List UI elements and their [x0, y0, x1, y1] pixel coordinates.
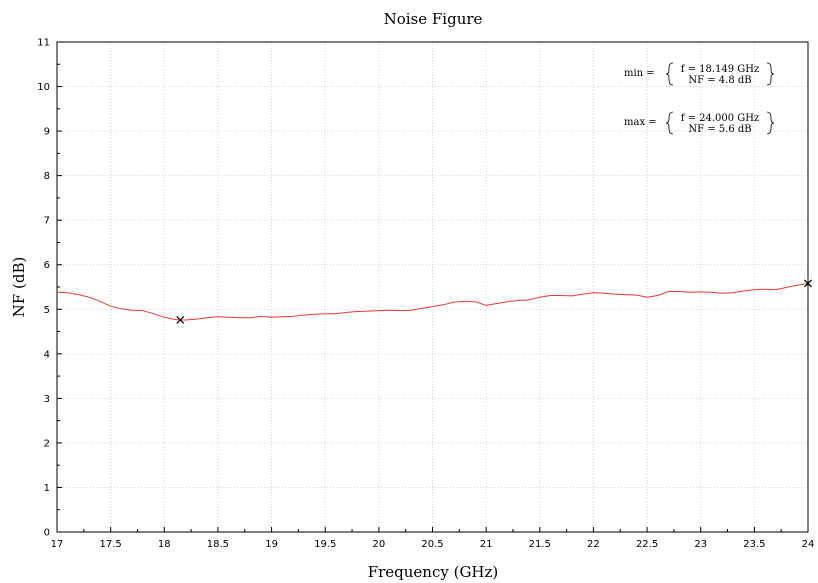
min-marker-stroke-b [176, 316, 185, 324]
y-tick-label: 3 [44, 394, 50, 405]
y-tick-label: 8 [44, 171, 50, 182]
gridlines [57, 42, 808, 532]
min-right-brace [766, 62, 775, 86]
y-tick-label: 9 [44, 127, 50, 138]
axis-ticks [56, 41, 809, 533]
y-tick-labels: 0 1 2 3 4 5 6 7 8 9 10 11 [37, 38, 50, 539]
x-tick-label: 18 [158, 539, 171, 550]
x-tick-label: 19 [265, 539, 278, 550]
x-tick-label: 21 [480, 539, 493, 550]
x-tick-label: 20.5 [421, 539, 443, 550]
x-tick-label: 18.5 [207, 539, 229, 550]
chart-title: Noise Figure [384, 10, 483, 28]
max-left-brace [665, 111, 674, 135]
marker-layer [176, 279, 812, 324]
y-tick-label: 5 [44, 305, 50, 316]
max-annotation-nf: NF = 5.6 dB [688, 124, 751, 135]
x-tick-label: 19.5 [314, 539, 336, 550]
x-tick-label: 22 [587, 539, 600, 550]
y-tick-label: 1 [44, 483, 50, 494]
y-tick-label: 7 [44, 216, 50, 227]
max-annotation-frequency: f = 24.000 GHz [681, 113, 760, 124]
max-annotation-label: max = [624, 117, 657, 128]
max-right-brace [766, 111, 775, 135]
y-axis-title: NF (dB) [10, 257, 28, 318]
min-marker [176, 316, 185, 324]
y-tick-label: 11 [37, 38, 50, 49]
min-left-brace [665, 62, 674, 86]
y-tick-label: 0 [44, 528, 50, 539]
max-annotation: max = f = 24.000 GHz NF = 5.6 dB [624, 111, 775, 135]
x-axis-title: Frequency (GHz) [368, 563, 499, 581]
y-tick-label: 4 [44, 349, 50, 360]
max-marker [804, 279, 812, 288]
x-tick-label: 22.5 [636, 539, 658, 550]
x-tick-label: 23 [694, 539, 707, 550]
min-annotation-frequency: f = 18.149 GHz [681, 64, 760, 75]
x-tick-label: 23.5 [743, 539, 765, 550]
min-annotation-nf: NF = 4.8 dB [688, 75, 751, 86]
x-tick-label: 17.5 [100, 539, 122, 550]
min-annotation-label: min = [624, 68, 655, 79]
x-tick-label: 24 [802, 539, 815, 550]
y-tick-label: 2 [44, 438, 50, 449]
y-tick-label: 6 [44, 260, 50, 271]
max-marker-stroke-b [804, 279, 812, 288]
x-tick-label: 17 [51, 539, 64, 550]
x-tick-label: 20 [372, 539, 385, 550]
y-tick-label: 10 [37, 82, 50, 93]
x-tick-labels: 17 17.5 18 18.5 19 19.5 20 20.5 21 21.5 22 22.5 23 23… [51, 539, 815, 550]
min-annotation: min = f = 18.149 GHz NF = 4.8 dB [624, 62, 775, 86]
x-tick-label: 21.5 [529, 539, 551, 550]
